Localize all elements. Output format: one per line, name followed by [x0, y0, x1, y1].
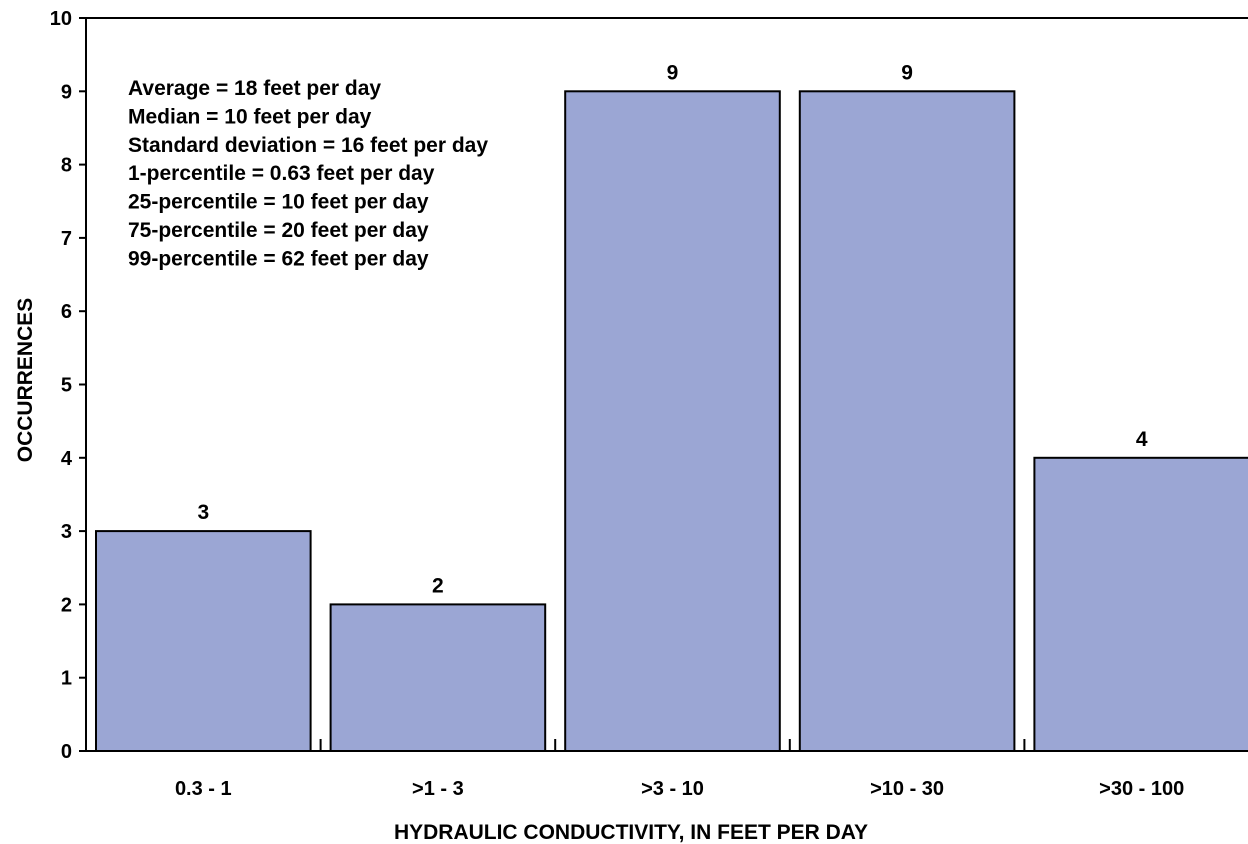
bar — [329, 603, 547, 753]
y-tick-label: 2 — [61, 594, 72, 616]
y-tick-label: 10 — [50, 8, 72, 30]
statistic-line: Standard deviation = 16 feet per day — [128, 134, 488, 157]
statistic-line: Average = 18 feet per day — [128, 77, 381, 100]
x-category-label: >30 - 100 — [1099, 778, 1184, 800]
y-tick-label: 1 — [61, 668, 72, 690]
x-category-label: >10 - 30 — [870, 778, 944, 800]
bar — [564, 90, 781, 753]
statistic-line: 25-percentile = 10 feet per day — [128, 191, 429, 214]
y-tick-label: 6 — [61, 301, 72, 323]
y-tick-label: 9 — [61, 81, 72, 103]
bar-value-label: 9 — [667, 61, 679, 84]
x-category-label: >3 - 10 — [641, 778, 704, 800]
bar-value-label: 4 — [1136, 428, 1148, 451]
labels-group: 0 1 2 3 4 5 6 7 8 9 10 3 0.3 - 1 2 >1 - 3 9 >3 - 10 9 >10 … — [50, 8, 1184, 800]
bar-value-label: 9 — [901, 61, 913, 84]
statistic-line: 1-percentile = 0.63 feet per day — [128, 162, 435, 185]
axes-group — [79, 17, 1248, 752]
x-axis-title: HYDRAULIC CONDUCTIVITY, IN FEET PER DAY — [394, 821, 868, 844]
y-tick-label: 5 — [61, 375, 72, 397]
x-category-label: >1 - 3 — [412, 778, 464, 800]
y-tick-label: 7 — [61, 228, 72, 250]
y-axis-title: OCCURRENCES — [14, 298, 37, 463]
statistic-line: 99-percentile = 62 feet per day — [128, 247, 429, 270]
y-tick-label: 0 — [61, 741, 72, 763]
bar — [95, 530, 312, 752]
bars-group — [95, 90, 1248, 753]
bar-value-label: 3 — [197, 501, 209, 524]
y-tick-label: 4 — [61, 448, 73, 470]
bar-value-label: 2 — [432, 574, 444, 597]
bar — [798, 90, 1016, 753]
statistic-line: 75-percentile = 20 feet per day — [128, 219, 429, 242]
statistic-line: Median = 10 feet per day — [128, 105, 372, 128]
x-category-label: 0.3 - 1 — [175, 778, 232, 800]
y-tick-label: 8 — [61, 155, 72, 177]
y-tick-label: 3 — [61, 521, 72, 543]
statistics-annotation: Average = 18 feet per day Median = 10 fee… — [128, 77, 488, 270]
bar — [1033, 456, 1248, 752]
